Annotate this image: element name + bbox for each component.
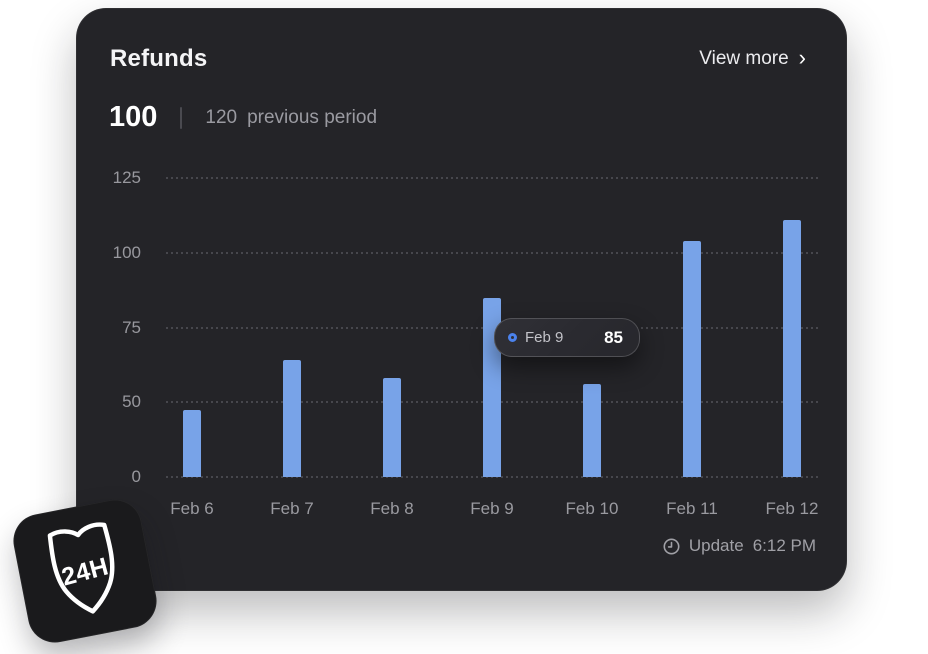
- x-axis-label-feb-11: Feb 11: [666, 499, 718, 518]
- y-axis-label-50: 50: [122, 392, 141, 412]
- chevron-right-icon: ›: [798, 45, 806, 70]
- y-axis-label-125: 125: [112, 168, 141, 187]
- tooltip-value: 85: [604, 327, 623, 347]
- summary-row: 100 120 previous period: [109, 101, 377, 134]
- x-axis-label-feb-9: Feb 9: [470, 499, 514, 518]
- previous-period-value: 120: [205, 106, 238, 128]
- clock-icon: [663, 538, 680, 554]
- refunds-card: Refunds View more › 100 120 previous per…: [76, 8, 847, 591]
- summary-divider: [180, 106, 183, 129]
- y-axis-label-100: 100: [112, 242, 141, 262]
- gridline-0: [166, 476, 821, 478]
- page-title: Refunds: [110, 45, 208, 72]
- badge-text: 24H: [59, 552, 112, 591]
- bar-feb-11[interactable]: [683, 240, 701, 477]
- view-more-label: View more: [699, 48, 789, 69]
- 24h-badge: 24H: [8, 494, 162, 648]
- previous-period-label: previous period: [247, 106, 378, 128]
- x-axis-label-feb-10: Feb 10: [565, 499, 619, 518]
- y-axis-label-0: 0: [131, 467, 141, 486]
- update-label: Update: [688, 536, 744, 555]
- chart-tooltip: Feb 9 85: [494, 318, 640, 357]
- bar-feb-6[interactable]: [183, 409, 201, 477]
- update-time: 6:12 PM: [752, 536, 816, 555]
- tooltip-label: Feb 9: [525, 329, 564, 346]
- gridline-100: [166, 251, 821, 254]
- bar-feb-7[interactable]: [283, 360, 301, 477]
- bar-feb-10[interactable]: [583, 384, 601, 477]
- tooltip-marker-icon: [508, 333, 517, 342]
- x-axis-label-feb-8: Feb 8: [370, 499, 414, 518]
- bar-chart: Feb 9 85 0 50 75 100 125 Feb 6 Feb 7 Feb 8 Feb 9…: [77, 9, 846, 590]
- view-more-link[interactable]: View more ›: [699, 45, 806, 70]
- y-axis-label-75: 75: [122, 317, 141, 337]
- bar-feb-8[interactable]: [383, 378, 401, 477]
- x-axis-label-feb-7: Feb 7: [270, 499, 314, 518]
- x-axis-label-feb-12: Feb 12: [765, 499, 819, 518]
- card-header: Refunds View more ›: [110, 45, 806, 73]
- gridline-125: [166, 177, 821, 179]
- shield-icon: 24H: [47, 522, 115, 614]
- update-status: Update 6:12 PM: [663, 536, 816, 556]
- x-axis-label-feb-6: Feb 6: [170, 499, 214, 518]
- bar-feb-12[interactable]: [783, 219, 801, 477]
- current-period-value: 100: [109, 101, 158, 133]
